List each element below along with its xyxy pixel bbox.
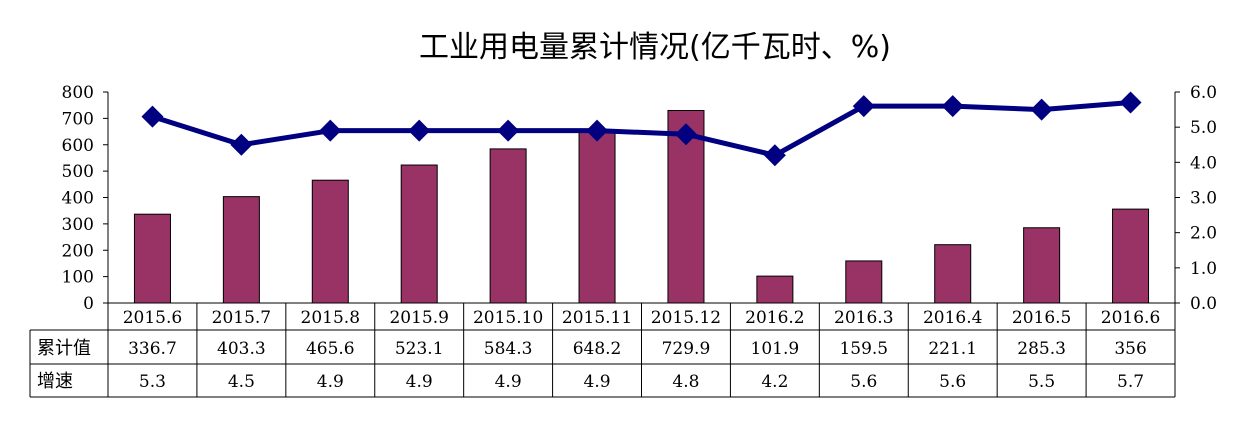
- category-label: 2016.4: [923, 308, 982, 328]
- growth-point: [586, 119, 609, 142]
- bar-value-label: 159.5: [839, 339, 888, 359]
- category-label: 2015.9: [389, 308, 448, 328]
- bar-value-label: 356: [1114, 339, 1146, 359]
- right-tick-label: 5.0: [1190, 118, 1217, 138]
- growth-point: [408, 119, 431, 142]
- right-tick-label: 2.0: [1190, 224, 1217, 244]
- category-label: 2016.5: [1012, 308, 1071, 328]
- series-label-cumulative: 累计值: [37, 338, 91, 359]
- growth-value-label: 4.9: [584, 372, 611, 392]
- category-label: 2016.3: [834, 308, 893, 328]
- category-label: 2015.7: [212, 308, 271, 328]
- category-label: 2015.12: [651, 308, 721, 328]
- left-tick-label: 600: [62, 136, 94, 156]
- growth-value-label: 5.3: [139, 372, 166, 392]
- growth-point: [941, 95, 964, 118]
- growth-point: [141, 105, 164, 128]
- category-label: 2015.10: [473, 308, 543, 328]
- growth-value-label: 5.6: [939, 372, 966, 392]
- growth-point: [1030, 98, 1053, 121]
- growth-point: [674, 123, 697, 146]
- bar-value-label: 101.9: [751, 339, 800, 359]
- bar: [756, 275, 794, 304]
- right-tick-label: 4.0: [1190, 153, 1217, 173]
- right-tick-label: 3.0: [1190, 189, 1217, 209]
- bar-value-label: 648.2: [573, 339, 622, 359]
- bar: [1112, 208, 1150, 304]
- left-tick-label: 400: [62, 189, 94, 209]
- bar: [489, 148, 527, 304]
- growth-value-label: 5.6: [850, 372, 877, 392]
- right-tick-label: 1.0: [1190, 259, 1217, 279]
- category-label: 2015.6: [123, 308, 182, 328]
- left-tick-label: 0: [83, 294, 94, 314]
- bar: [845, 260, 883, 304]
- growth-point: [852, 95, 875, 118]
- bar: [1023, 227, 1061, 304]
- growth-value-label: 4.8: [672, 372, 699, 392]
- bar-value-label: 465.6: [306, 339, 355, 359]
- growth-value-label: 4.9: [495, 372, 522, 392]
- growth-point: [319, 119, 342, 142]
- growth-value-label: 4.9: [406, 372, 433, 392]
- growth-value-label: 5.7: [1117, 372, 1144, 392]
- left-tick-label: 500: [62, 162, 94, 182]
- bar: [578, 131, 616, 304]
- growth-point: [763, 144, 786, 167]
- category-label: 2016.2: [745, 308, 804, 328]
- growth-value-label: 4.5: [228, 372, 255, 392]
- left-tick-label: 200: [62, 241, 94, 261]
- bar: [133, 213, 171, 304]
- left-tick-label: 700: [62, 109, 94, 129]
- growth-point: [1119, 91, 1142, 114]
- growth-line: [151, 100, 1131, 158]
- bar-value-label: 403.3: [217, 339, 266, 359]
- growth-point: [497, 119, 520, 142]
- bar-value-label: 729.9: [662, 339, 711, 359]
- growth-point: [230, 133, 253, 156]
- right-tick-label: 6.0: [1190, 83, 1217, 103]
- growth-value-label: 4.9: [317, 372, 344, 392]
- bar-value-label: 285.3: [1017, 339, 1066, 359]
- category-label: 2016.6: [1101, 308, 1160, 328]
- series-label-growth: 增速: [37, 371, 73, 392]
- bar: [934, 244, 972, 304]
- bar-value-label: 336.7: [128, 339, 177, 359]
- left-tick-label: 300: [62, 215, 94, 235]
- category-label: 2015.8: [301, 308, 360, 328]
- bar-value-label: 523.1: [395, 339, 444, 359]
- bar-value-label: 584.3: [484, 339, 533, 359]
- bar-value-label: 221.1: [928, 339, 977, 359]
- category-label: 2015.11: [562, 308, 632, 328]
- bar: [222, 196, 260, 304]
- bar: [400, 164, 438, 304]
- growth-value-label: 4.2: [761, 372, 788, 392]
- bar: [311, 179, 349, 304]
- left-tick-label: 800: [62, 83, 94, 103]
- chart-title: 工业用电量累计情况(亿千瓦时、%): [419, 30, 891, 65]
- left-tick-label: 100: [62, 268, 94, 288]
- right-tick-label: 0.0: [1190, 294, 1217, 314]
- growth-value-label: 5.5: [1028, 372, 1055, 392]
